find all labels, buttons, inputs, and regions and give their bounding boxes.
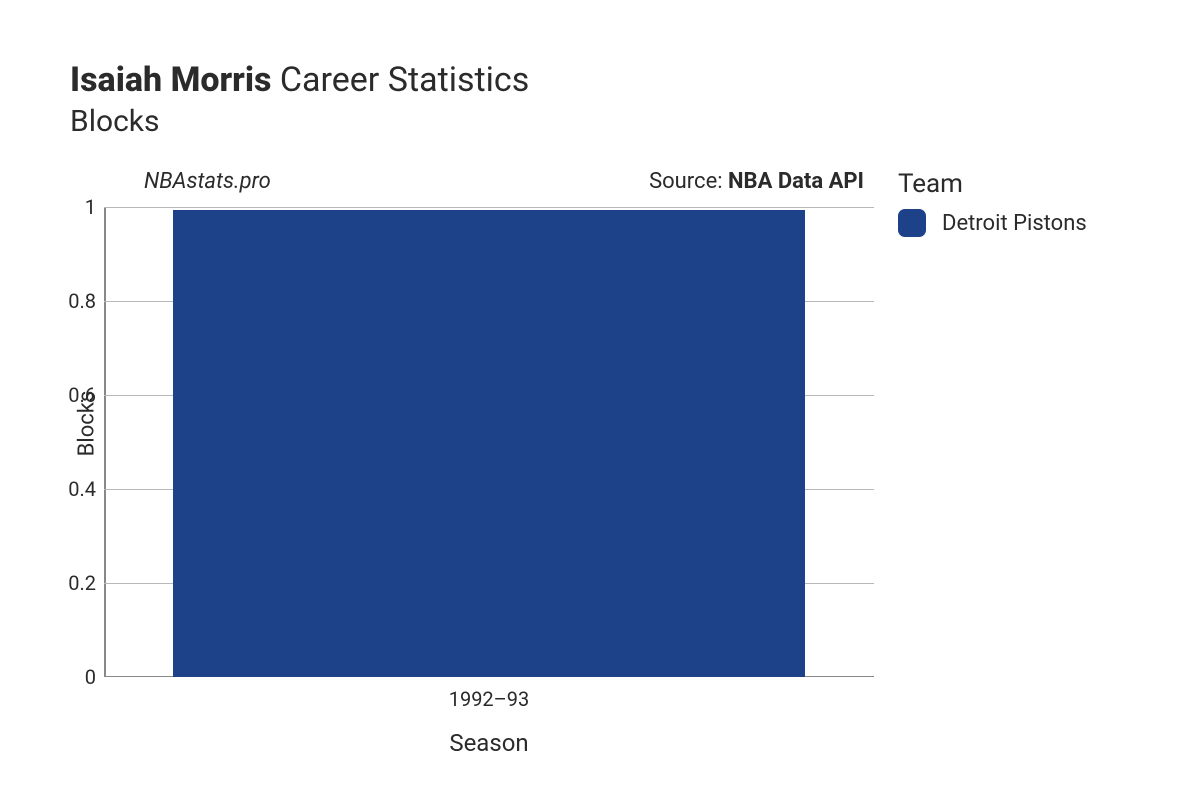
y-tick-label: 0.6 bbox=[52, 383, 96, 407]
legend-swatch bbox=[898, 209, 926, 237]
y-axis-line bbox=[104, 207, 106, 677]
plot-column: NBAstats.pro Source: NBA Data API 00.20.… bbox=[104, 169, 874, 757]
source-attribution: Source: NBA Data API bbox=[649, 169, 864, 194]
y-tick-label: 0.8 bbox=[52, 289, 96, 313]
watermark-text: NBAstats.pro bbox=[144, 169, 271, 194]
y-axis-label-container: Blocks bbox=[70, 169, 104, 677]
plot-row: Blocks NBAstats.pro Source: NBA Data API… bbox=[70, 169, 1160, 757]
y-tick-label: 0.4 bbox=[52, 477, 96, 501]
x-axis-title: Season bbox=[104, 729, 874, 757]
chart-container: Isaiah Morris Career Statistics Blocks B… bbox=[0, 0, 1200, 800]
plot-area: 00.20.40.60.811992–93 bbox=[104, 207, 874, 677]
chart-subtitle: Blocks bbox=[70, 104, 1160, 139]
legend: Team Detroit Pistons bbox=[874, 169, 1087, 243]
x-tick-label: 1992–93 bbox=[449, 687, 530, 711]
plot-header-row: NBAstats.pro Source: NBA Data API bbox=[104, 169, 874, 199]
legend-item: Detroit Pistons bbox=[898, 209, 1087, 237]
legend-item-label: Detroit Pistons bbox=[942, 211, 1087, 236]
y-tick-label: 0.2 bbox=[52, 571, 96, 595]
y-tick-label: 1 bbox=[52, 195, 96, 219]
source-name: NBA Data API bbox=[728, 169, 864, 194]
legend-title: Team bbox=[898, 169, 1087, 199]
chart-title: Isaiah Morris Career Statistics bbox=[70, 60, 1160, 100]
bar bbox=[173, 210, 804, 677]
grid-line bbox=[104, 207, 874, 208]
title-suffix: Career Statistics bbox=[280, 60, 529, 100]
player-name: Isaiah Morris bbox=[70, 60, 271, 100]
source-label: Source: bbox=[649, 169, 728, 194]
legend-items: Detroit Pistons bbox=[898, 209, 1087, 237]
y-tick-label: 0 bbox=[52, 665, 96, 689]
title-block: Isaiah Morris Career Statistics Blocks bbox=[70, 60, 1160, 139]
